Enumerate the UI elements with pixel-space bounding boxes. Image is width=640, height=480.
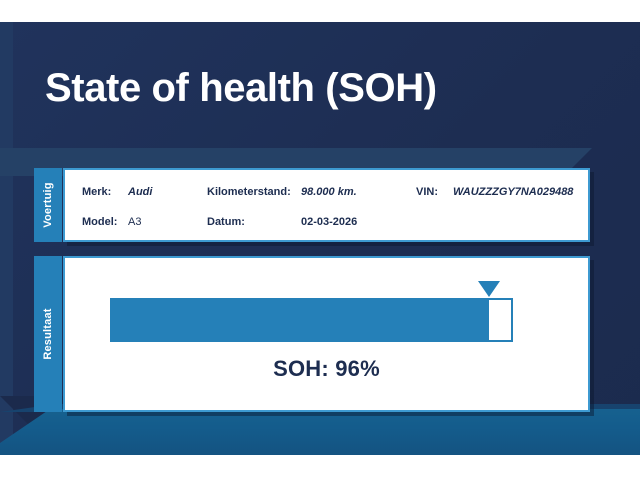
soh-gauge bbox=[110, 281, 513, 342]
kilometerstand-value: 98.000 km. bbox=[301, 186, 357, 198]
result-panel: SOH: 96% bbox=[63, 256, 590, 412]
vehicle-field-grid: Merk: Audi Kilometerstand: 98.000 km. VI… bbox=[65, 170, 588, 240]
kilometerstand-label: Kilometerstand: bbox=[207, 186, 291, 198]
model-label: Model: bbox=[82, 216, 118, 228]
gauge-fill bbox=[110, 298, 489, 342]
soh-value-label: SOH: 96% bbox=[273, 356, 380, 381]
left-accent-band bbox=[0, 22, 13, 455]
vehicle-tab-label: Voertuig bbox=[42, 182, 54, 228]
vehicle-section-tab: Voertuig bbox=[34, 168, 62, 242]
bottom-accent-band bbox=[0, 409, 640, 455]
merk-value: Audi bbox=[128, 186, 153, 198]
result-tab-label: Resultaat bbox=[42, 308, 54, 360]
result-section-tab: Resultaat bbox=[34, 256, 62, 412]
model-value: A3 bbox=[128, 216, 142, 228]
datum-value: 02-03-2026 bbox=[301, 216, 358, 228]
vin-label: VIN: bbox=[416, 186, 438, 198]
vehicle-info-panel: Merk: Audi Kilometerstand: 98.000 km. VI… bbox=[63, 168, 590, 242]
datum-label: Datum: bbox=[207, 216, 245, 228]
merk-label: Merk: bbox=[82, 186, 112, 198]
vin-value: WAUZZZGY7NA029488 bbox=[453, 186, 574, 198]
gauge-marker-triangle-icon bbox=[477, 281, 500, 297]
page-title: State of health (SOH) bbox=[45, 66, 437, 110]
